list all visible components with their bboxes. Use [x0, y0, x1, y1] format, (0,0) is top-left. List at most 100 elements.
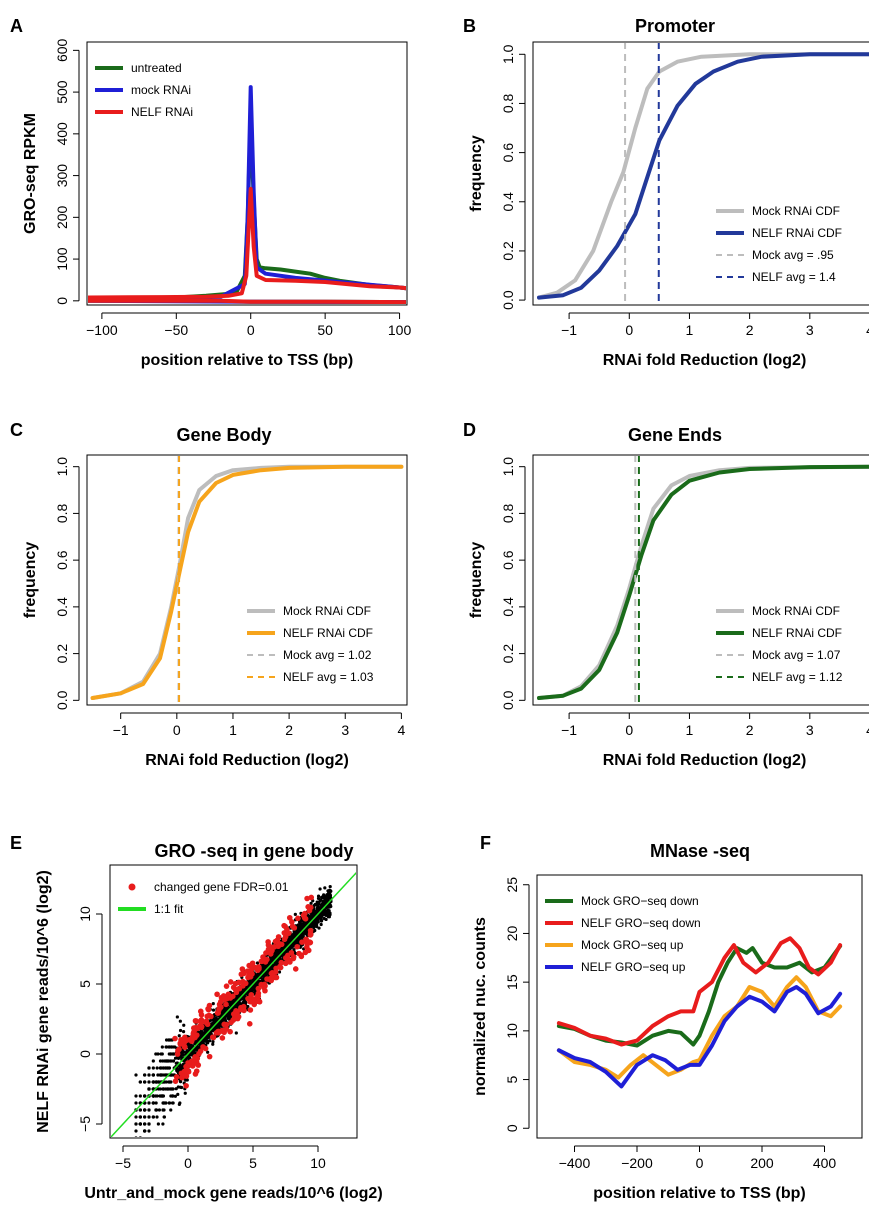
changed-gene-point [247, 1007, 254, 1013]
data-point [318, 887, 322, 891]
changed-gene-point [277, 964, 284, 971]
x-tick-label: 50 [317, 322, 333, 338]
data-point [164, 1038, 169, 1042]
x-tick-label: −5 [115, 1155, 131, 1171]
data-point [138, 1094, 142, 1098]
data-point [234, 1031, 238, 1035]
changed-gene-point [233, 989, 240, 996]
changed-gene-point [233, 1008, 239, 1014]
changed-gene-point [269, 972, 276, 978]
changed-gene-point [220, 993, 227, 999]
data-point [223, 1018, 227, 1022]
data-point [171, 1094, 175, 1098]
panel-d: D Gene Ends −1 0 1 2 3 4 0.0 0.2 0.4 0.6 0.8 1.0 RNAi … [463, 420, 869, 769]
changed-gene-point [193, 1018, 200, 1024]
data-point [167, 1101, 172, 1105]
y-tick-label: 0.2 [500, 644, 516, 664]
changed-gene-point [295, 915, 301, 922]
changed-gene-point [305, 947, 312, 954]
y-tick-label: 0.4 [54, 597, 70, 617]
changed-gene-point [173, 1074, 180, 1080]
changed-gene-point [193, 1068, 200, 1074]
data-point [134, 1129, 138, 1133]
legend-item: NELF avg = 1.03 [247, 670, 374, 684]
y-tick-label: 500 [54, 80, 70, 104]
data-point [209, 1018, 213, 1022]
x-tick-label: −1 [113, 722, 129, 738]
changed-gene-point [206, 1053, 213, 1060]
data-point [325, 898, 330, 902]
data-point [320, 895, 324, 899]
x-tick-label: −50 [164, 322, 188, 338]
data-point [201, 1032, 205, 1036]
data-point [162, 1108, 166, 1112]
data-point [211, 1040, 215, 1044]
changed-gene-point [246, 972, 252, 979]
x-tick-label: 200 [750, 1155, 774, 1171]
changed-gene-point [203, 1018, 210, 1025]
x-tick-label: 3 [806, 722, 814, 738]
changed-gene-point [242, 980, 249, 987]
changed-gene-point [281, 936, 288, 943]
data-point [147, 1073, 151, 1077]
changed-gene-point [294, 943, 300, 950]
data-point [327, 909, 331, 913]
legend-item: NELF GRO−seq down [545, 916, 701, 930]
data-point [201, 1038, 206, 1043]
changed-gene-point [282, 960, 289, 967]
changed-gene-point [227, 979, 234, 985]
data-point [178, 1068, 182, 1072]
legend-item: untreated [95, 61, 182, 75]
legend-swatch [128, 883, 136, 891]
data-point [250, 978, 254, 983]
legend-label: changed gene FDR=0.01 [154, 880, 289, 894]
changed-gene-point [232, 980, 239, 987]
data-point [320, 914, 324, 918]
legend-item: NELF avg = 1.4 [716, 270, 836, 284]
series-line [537, 464, 869, 700]
series-line [556, 936, 843, 1047]
legend-item: NELF RNAi CDF [716, 626, 842, 640]
data-point [211, 1029, 215, 1033]
changed-gene-point [268, 976, 274, 983]
data-point [170, 1087, 174, 1091]
legend-label: NELF avg = 1.4 [752, 270, 836, 284]
data-point [309, 915, 313, 920]
y-tick-label: 0.0 [500, 290, 516, 310]
data-point [298, 922, 302, 926]
plot-area [537, 43, 869, 304]
data-point [167, 1052, 171, 1056]
legend-item: Mock RNAi CDF [247, 604, 371, 618]
x-tick-label: −1 [561, 322, 577, 338]
data-point [162, 1115, 166, 1119]
data-point [161, 1087, 165, 1091]
y-tick-label: 0 [77, 1050, 93, 1058]
y-tick-label: 5 [504, 1075, 520, 1083]
y-tick-label: 0.2 [54, 644, 70, 664]
changed-gene-point [255, 985, 262, 992]
data-point [262, 964, 266, 968]
changed-gene-point [177, 1040, 184, 1047]
y-tick-label: −5 [77, 1116, 93, 1132]
legend: untreated mock RNAi NELF RNAi [95, 61, 193, 119]
data-point [205, 1039, 209, 1043]
changed-gene-point [251, 1001, 258, 1008]
x-tick-label: 3 [806, 322, 814, 338]
changed-gene-point [209, 1034, 216, 1040]
data-point [189, 1044, 194, 1048]
data-point [177, 1102, 181, 1107]
data-point [156, 1073, 160, 1077]
panel-letter: F [480, 833, 491, 853]
plot-area [90, 456, 404, 704]
y-tick-label: 0.0 [54, 690, 70, 710]
data-point [147, 1108, 151, 1112]
legend-label: NELF avg = 1.03 [283, 670, 374, 684]
data-point [322, 899, 326, 903]
y-axis-label: normalized nuc. counts [472, 917, 489, 1096]
data-point [143, 1122, 147, 1126]
data-point [160, 1073, 164, 1077]
changed-gene-point [206, 1012, 212, 1019]
changed-gene-point [174, 1051, 181, 1057]
changed-gene-point [219, 1035, 226, 1041]
data-point [277, 970, 282, 974]
